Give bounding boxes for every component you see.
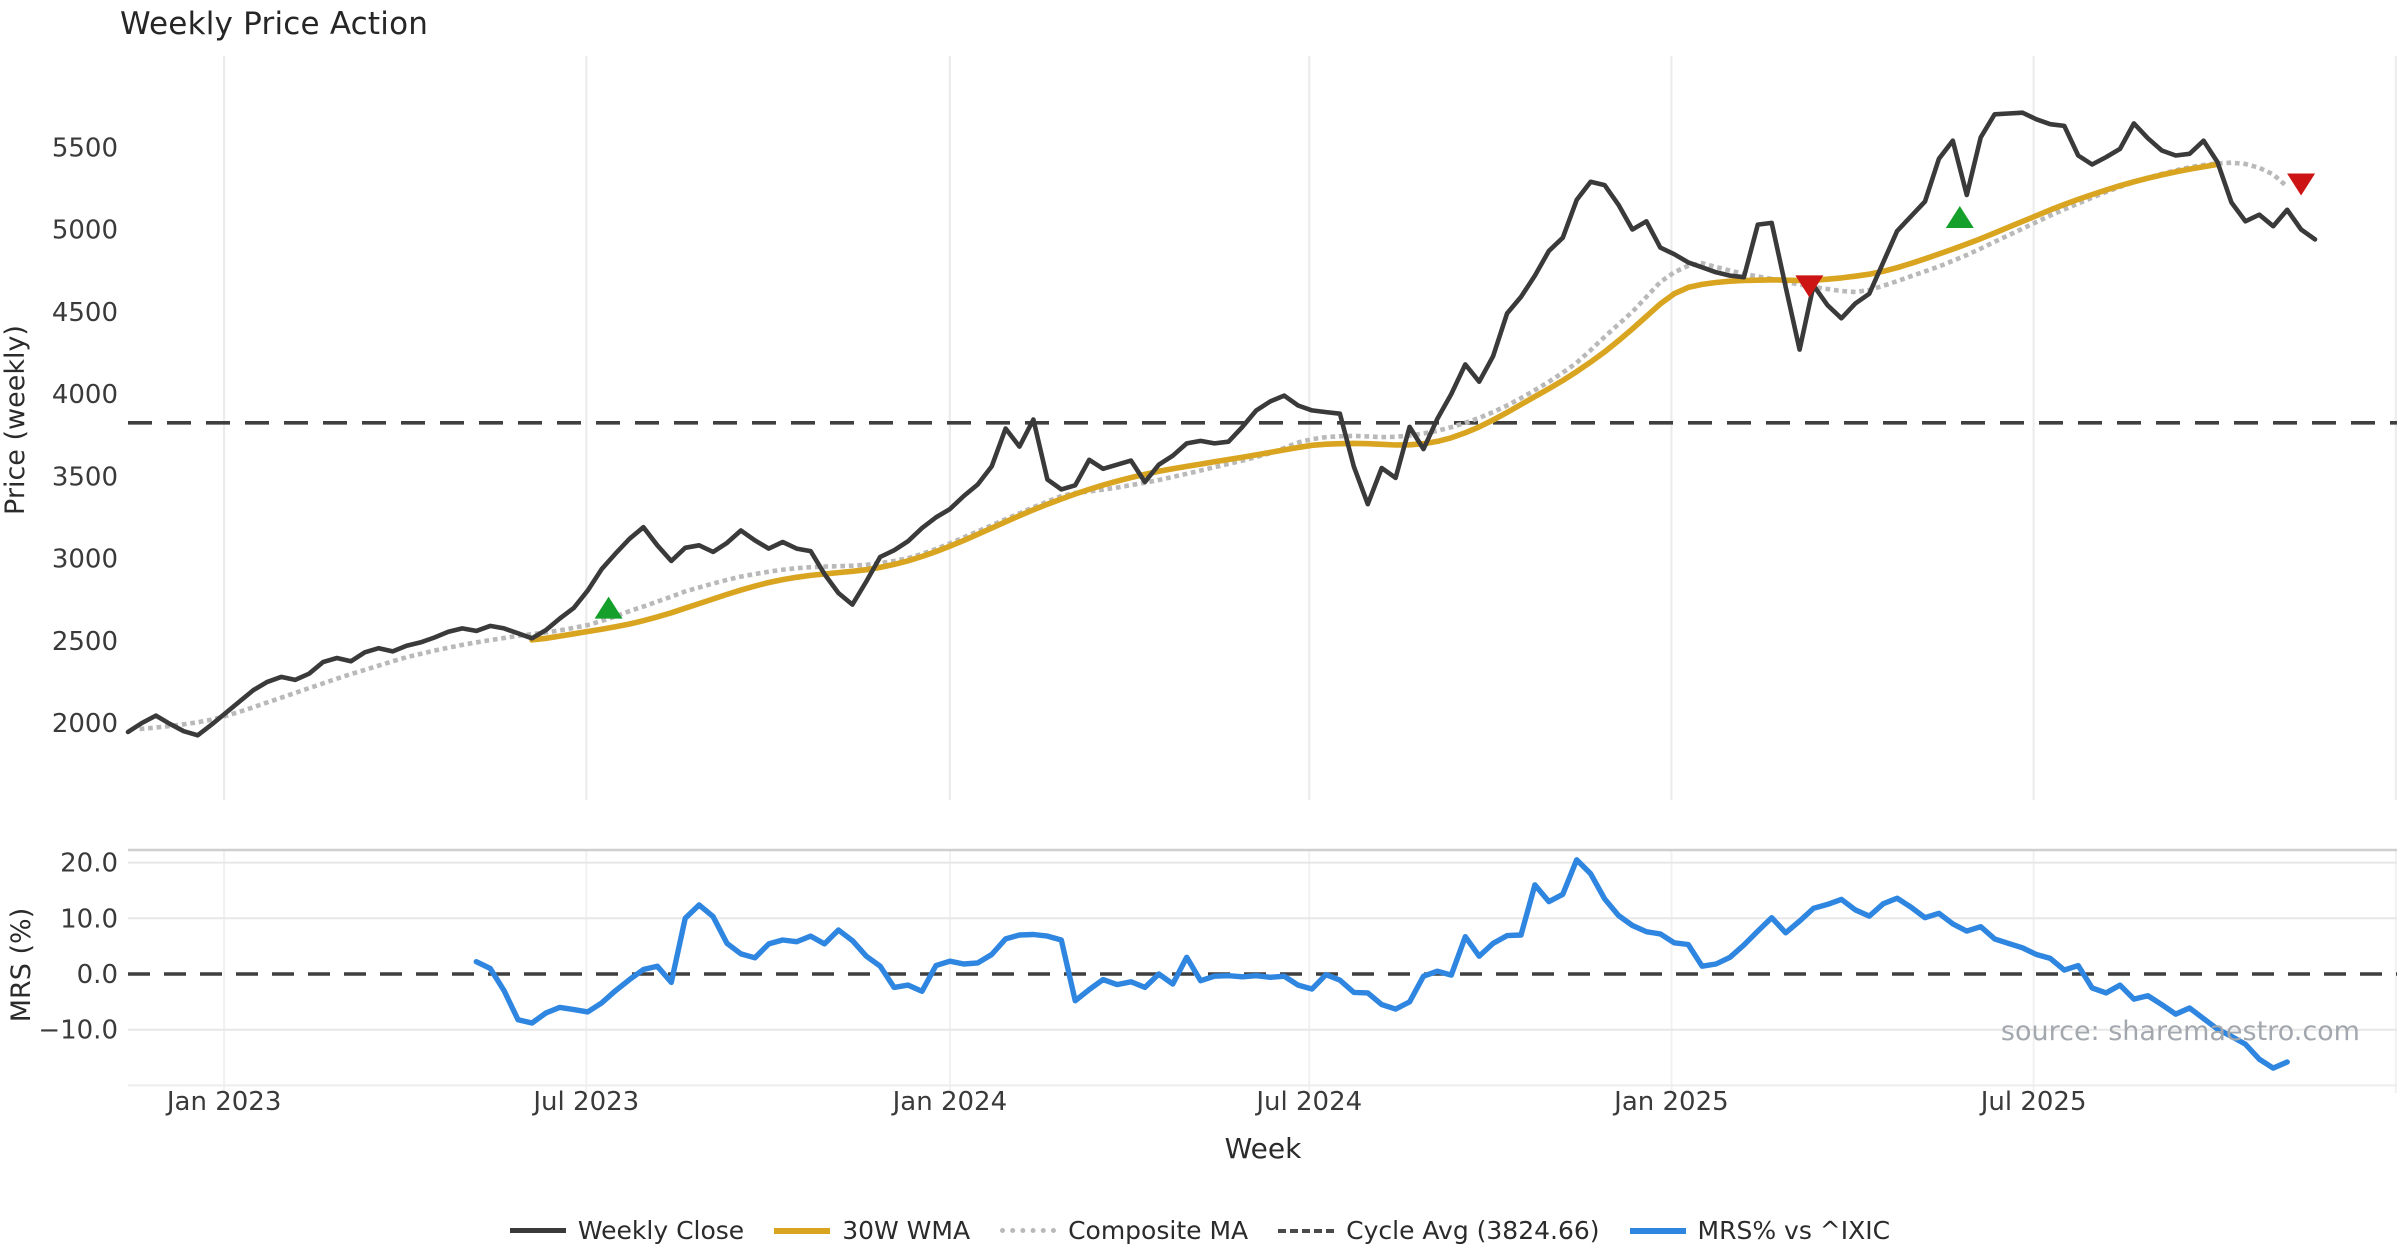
legend-line-sample: [1629, 1227, 1686, 1234]
legend-item: MRS% vs ^IXIC: [1629, 1216, 1891, 1245]
sell-signal-marker: [1795, 275, 1824, 298]
price-axis-label: Price (weekly): [0, 325, 31, 515]
legend-item-label: Cycle Avg (3824.66): [1346, 1216, 1600, 1245]
x-tick-label: Jul 2025: [1979, 1087, 2087, 1117]
weekly-close-line: [125, 110, 2318, 738]
x-tick-label: Jan 2025: [1612, 1087, 1729, 1117]
price-tick-label: 3000: [52, 545, 118, 575]
price-tick-label: 2000: [52, 709, 118, 739]
x-tick-label: Jul 2023: [531, 1087, 639, 1117]
legend-item: Weekly Close: [509, 1216, 745, 1245]
legend-item-label: Composite MA: [1068, 1216, 1249, 1245]
x-tick-label: Jul 2024: [1254, 1087, 1362, 1117]
x-tick-label: Jan 2024: [891, 1087, 1008, 1117]
buy-signal-marker: [1945, 205, 1974, 228]
legend-line-sample: [509, 1228, 566, 1233]
mrs-tick-label: 0.0: [77, 960, 118, 990]
legend-item: Composite MA: [1000, 1216, 1248, 1245]
mrs-tick-label: −10.0: [38, 1016, 118, 1046]
mrs-line: [473, 857, 2290, 1071]
mrs-tick-label: 20.0: [60, 849, 118, 879]
legend-item-label: 30W WMA: [842, 1216, 971, 1245]
wma-line: [529, 161, 2221, 643]
legend-item: Cycle Avg (3824.66): [1278, 1216, 1600, 1245]
legend-line-sample: [774, 1227, 831, 1234]
price-tick-label: 4500: [52, 298, 118, 328]
chart-legend: Weekly Close 30W WMA Composite MA Cycle Avg…: [0, 1216, 2400, 1245]
source-note: source: sharemaestro.com: [2000, 1016, 2360, 1047]
legend-line-sample: [1000, 1228, 1057, 1233]
mrs-tick-label: 10.0: [60, 904, 118, 934]
mrs-axis-label: MRS (%): [6, 908, 37, 1023]
sell-signal-marker: [2287, 173, 2316, 196]
price-tick-label: 3500: [52, 462, 118, 492]
price-tick-label: 5000: [52, 216, 118, 246]
price-tick-label: 4000: [52, 380, 118, 410]
price-tick-label: 5500: [52, 133, 118, 163]
legend-line-sample: [1278, 1228, 1335, 1233]
composite-ma-line: [139, 160, 2291, 732]
page-title: Weekly Price Action: [120, 6, 429, 42]
x-tick-label: Jan 2023: [165, 1087, 282, 1117]
legend-item-label: MRS% vs ^IXIC: [1697, 1216, 1891, 1245]
price-tick-label: 2500: [52, 627, 118, 657]
legend-item-label: Weekly Close: [577, 1216, 745, 1245]
x-axis-label: Week: [1225, 1132, 1302, 1165]
buy-signal-marker: [594, 596, 623, 619]
legend-item: 30W WMA: [774, 1216, 970, 1245]
